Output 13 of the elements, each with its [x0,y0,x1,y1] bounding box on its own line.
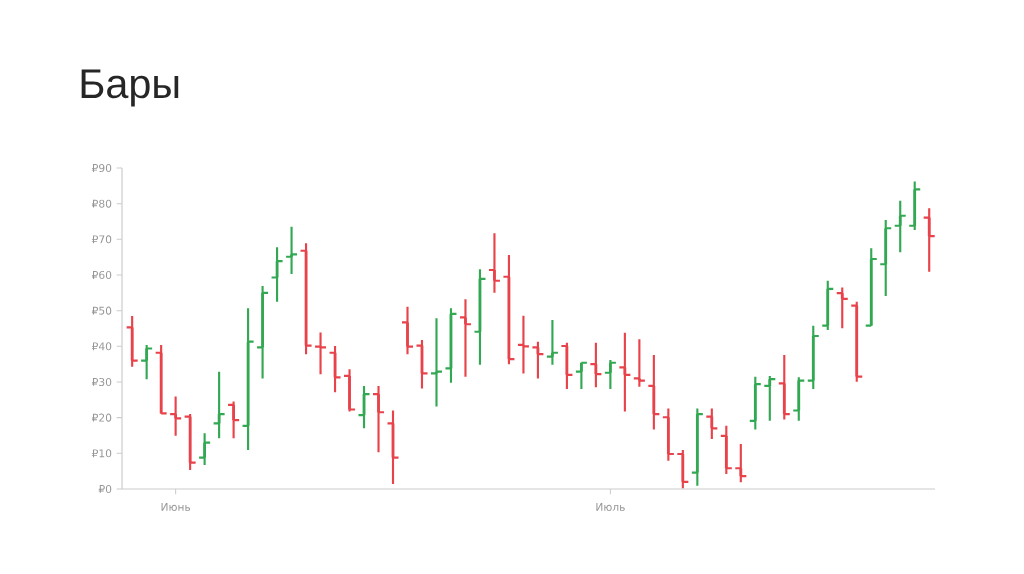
y-tick-label: ₽40 [91,342,112,351]
y-tick-label: ₽80 [91,199,112,208]
y-tick-label: ₽60 [91,270,112,280]
y-tick-label: ₽90 [91,163,112,173]
y-tick-label: ₽30 [91,377,112,387]
x-tick-label: Июнь [161,503,191,511]
y-tick-label: ₽10 [91,449,112,458]
y-tick-label: ₽50 [91,306,112,315]
y-tick-label: ₽20 [91,413,112,422]
x-tick-label: Июль [596,503,625,511]
chart-title: Бары [81,69,179,107]
y-tick-label: ₽0 [98,484,112,494]
y-tick-label: ₽70 [91,235,112,244]
